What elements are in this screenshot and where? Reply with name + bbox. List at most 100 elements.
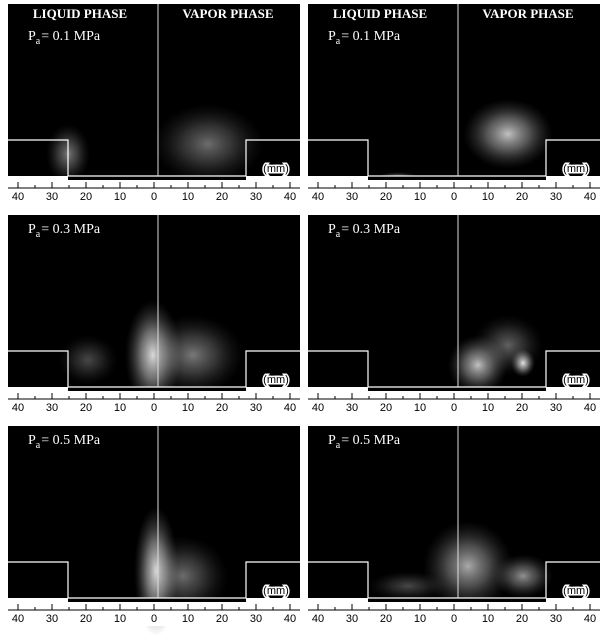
tick-label: 20 (380, 613, 392, 625)
tick-label: 40 (284, 613, 296, 625)
tick-label: 40 (12, 613, 24, 625)
pressure-symbol: P (328, 29, 336, 44)
pressure-text: = 0.5 MPa (41, 433, 101, 448)
pressure-text: = 0.3 MPa (41, 222, 101, 237)
panel: 40 30 20 10 0 10 20 30 40 (mm) Pa= 0.3 MPa (8, 215, 300, 415)
tick-label: 0 (151, 613, 157, 625)
tick-label: 30 (46, 402, 58, 414)
tick-label: 40 (12, 402, 24, 414)
tick-label: 30 (46, 613, 58, 625)
pressure-text: = 0.3 MPa (341, 222, 401, 237)
tick-label: 20 (80, 613, 92, 625)
chamber-outline (8, 139, 300, 177)
chamber-outline (308, 139, 600, 177)
tick-label: 40 (284, 402, 296, 414)
tick-label: 20 (516, 402, 528, 414)
intensity-region (368, 571, 448, 601)
pressure-symbol: P (28, 222, 36, 237)
pressure-subscript: a (336, 36, 341, 47)
tick-label: 40 (284, 191, 296, 203)
intensity-region (463, 99, 553, 169)
tick-label: 30 (346, 402, 358, 414)
tick-label: 20 (380, 191, 392, 203)
tick-label: 10 (114, 402, 126, 414)
panel: 40 30 20 10 0 10 20 30 40 (mm) LIQUID PHASE VAPOR P… (308, 4, 600, 204)
axis-strip (308, 387, 600, 415)
tick-label: 40 (12, 191, 24, 203)
pressure-text: = 0.1 MPa (41, 29, 101, 44)
tick-label: 40 (584, 402, 596, 414)
pressure-symbol: P (28, 29, 36, 44)
pressure-subscript: a (36, 440, 41, 451)
panel-background (308, 215, 600, 415)
tick-label: 30 (250, 191, 262, 203)
intensity-region (58, 335, 118, 385)
axis-strip (8, 598, 300, 626)
pressure-subscript: a (36, 229, 41, 240)
tick-label: 30 (346, 191, 358, 203)
panel: 40 30 20 10 0 10 20 30 40 (mm) Pa= 0.3 MPa (308, 215, 600, 415)
tick-label: 20 (80, 191, 92, 203)
tick-label: 10 (414, 402, 426, 414)
pressure-symbol: P (28, 433, 36, 448)
panel: 40 30 20 10 0 10 20 30 40 (mm) Pa= 0.5 MPa (8, 426, 300, 636)
tick-label: 40 (312, 613, 324, 625)
tick-label: 30 (346, 613, 358, 625)
tick-label: 10 (414, 613, 426, 625)
phase-header: VAPOR PHASE (182, 6, 273, 21)
tick-label: 0 (451, 191, 457, 203)
intensity-region (138, 536, 228, 616)
tick-label: 10 (182, 191, 194, 203)
panel: 40 30 20 10 0 10 20 30 40 (mm) LIQUID PHASE VAPOR P… (8, 4, 300, 204)
pressure-text: = 0.5 MPa (341, 433, 401, 448)
tick-label: 10 (114, 613, 126, 625)
tick-label: 30 (550, 402, 562, 414)
pressure-label: Pa= 0.3 MPa (28, 222, 101, 240)
tick-label: 30 (550, 191, 562, 203)
tick-label: 10 (482, 613, 494, 625)
tick-label: 40 (584, 613, 596, 625)
tick-label: 10 (482, 191, 494, 203)
tick-label: 30 (250, 613, 262, 625)
unit-label: (mm) (263, 585, 289, 597)
chamber-bottom (368, 176, 546, 180)
tick-label: 10 (482, 402, 494, 414)
tick-label: 10 (182, 402, 194, 414)
unit-label: (mm) (563, 374, 589, 386)
tick-label: 30 (250, 402, 262, 414)
tick-label: 20 (216, 402, 228, 414)
intensity-region (473, 315, 543, 375)
phase-header: LIQUID PHASE (333, 6, 427, 21)
tick-label: 10 (414, 191, 426, 203)
tick-label: 0 (451, 613, 457, 625)
tick-label: 20 (516, 191, 528, 203)
chamber-bottom (368, 598, 546, 602)
pressure-label: Pa= 0.1 MPa (328, 29, 401, 47)
intensity-region (143, 315, 243, 395)
tick-label: 20 (380, 402, 392, 414)
unit-label: (mm) (563, 585, 589, 597)
chamber-outline (308, 561, 600, 599)
pressure-symbol: P (328, 222, 336, 237)
tick-label: 20 (216, 613, 228, 625)
pressure-subscript: a (36, 36, 41, 47)
phase-header: VAPOR PHASE (482, 6, 573, 21)
pressure-text: = 0.1 MPa (341, 29, 401, 44)
panel: 40 30 20 10 0 10 20 30 40 (mm) Pa= 0.5 MPa (308, 426, 600, 626)
chamber-bottom (68, 598, 246, 602)
pressure-label: Pa= 0.3 MPa (328, 222, 401, 240)
chamber-outline (8, 350, 300, 388)
axis-strip (8, 176, 300, 204)
tick-label: 10 (182, 613, 194, 625)
pressure-label: Pa= 0.5 MPa (28, 433, 101, 451)
pressure-label: Pa= 0.1 MPa (28, 29, 101, 47)
tick-label: 20 (216, 191, 228, 203)
tick-label: 40 (312, 402, 324, 414)
tick-label: 20 (80, 402, 92, 414)
axis-strip (8, 387, 300, 415)
chamber-bottom (68, 387, 246, 391)
tick-label: 0 (151, 402, 157, 414)
chamber-outline (8, 561, 300, 599)
intensity-region (153, 104, 263, 184)
